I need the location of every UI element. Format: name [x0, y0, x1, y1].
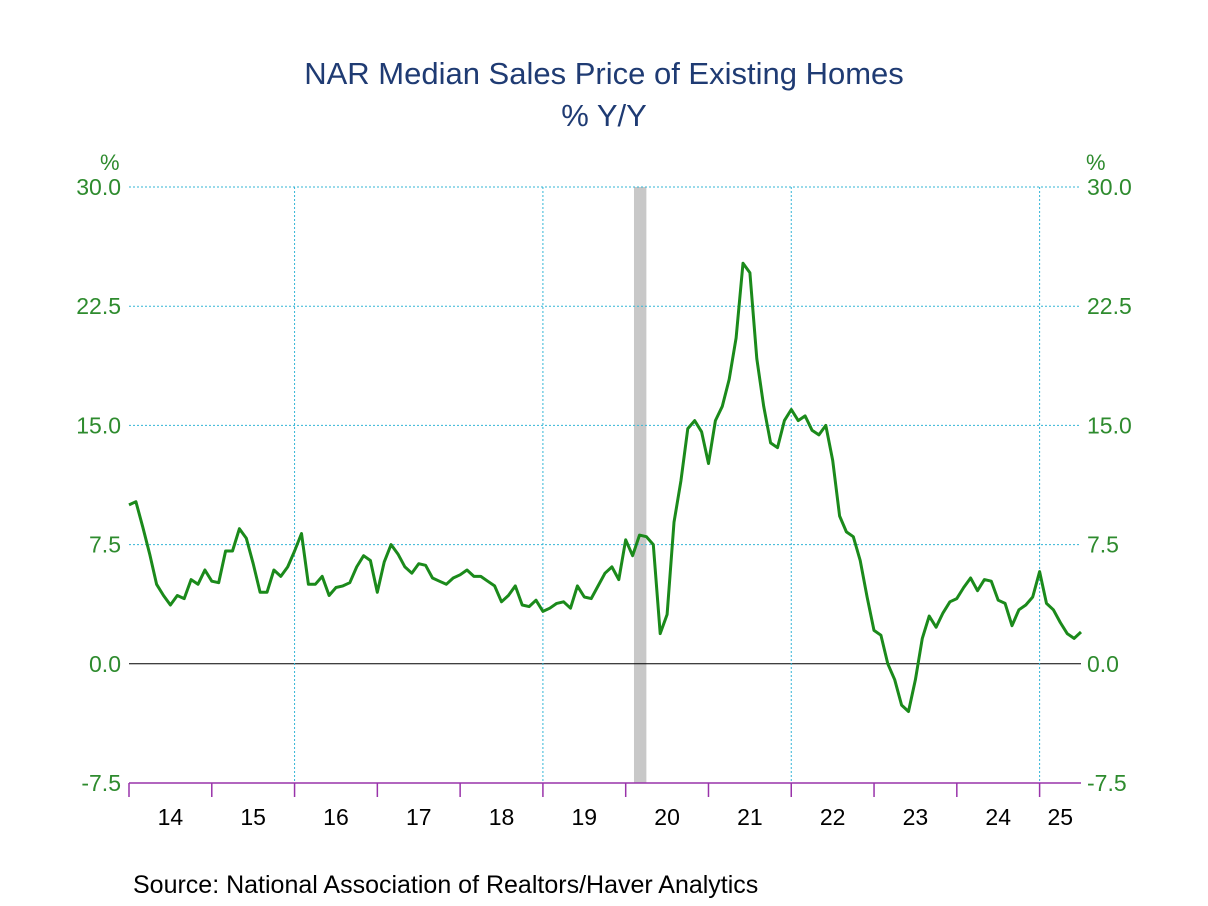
y-tick-left-2: 15.0 — [76, 412, 121, 438]
recession-shading-group — [633, 187, 647, 783]
series-group — [128, 261, 1083, 713]
y-tick-right-5: -7.5 — [1087, 770, 1127, 796]
y-tick-left-3: 7.5 — [89, 532, 121, 558]
y-tick-right-0: 30.0 — [1087, 174, 1132, 200]
y-tick-right-4: 0.0 — [1087, 651, 1119, 677]
x-tick-label-22: 22 — [820, 804, 846, 830]
x-tick-label-16: 16 — [323, 804, 349, 830]
source-note: Source: National Association of Realtors… — [133, 871, 758, 899]
y-tick-right-3: 7.5 — [1087, 532, 1119, 558]
axes-group — [128, 782, 1081, 797]
chart-title: NAR Median Sales Price of Existing Homes — [304, 56, 904, 91]
x-tick-label-15: 15 — [240, 804, 266, 830]
x-tick-label-20: 20 — [654, 804, 680, 830]
left-unit-label: % — [100, 150, 120, 175]
tick-labels-group: 30.0 30.0 22.5 22.5 15.0 15.0 7.5 7.5 0.0 0.0 -7.5… — [76, 174, 1132, 830]
chart-subtitle: % Y/Y — [561, 98, 647, 133]
x-tick-label-19: 19 — [572, 804, 598, 830]
x-tick-label-23: 23 — [903, 804, 929, 830]
x-tick-label-25: 25 — [1048, 804, 1074, 830]
y-tick-left-0: 30.0 — [76, 174, 121, 200]
x-tick-label-17: 17 — [406, 804, 432, 830]
gridlines-group — [129, 186, 1081, 783]
x-tick-label-21: 21 — [737, 804, 763, 830]
recession-band-0 — [633, 187, 647, 783]
series-line-0 — [128, 261, 1083, 713]
x-tick-label-18: 18 — [489, 804, 515, 830]
y-tick-left-5: -7.5 — [81, 770, 121, 796]
x-tick-label-24: 24 — [985, 804, 1011, 830]
y-tick-right-1: 22.5 — [1087, 293, 1132, 319]
y-tick-left-4: 0.0 — [89, 651, 121, 677]
right-unit-label: % — [1086, 150, 1106, 175]
x-tick-label-14: 14 — [158, 804, 184, 830]
y-tick-right-2: 15.0 — [1087, 412, 1132, 438]
y-tick-left-1: 22.5 — [76, 293, 121, 319]
